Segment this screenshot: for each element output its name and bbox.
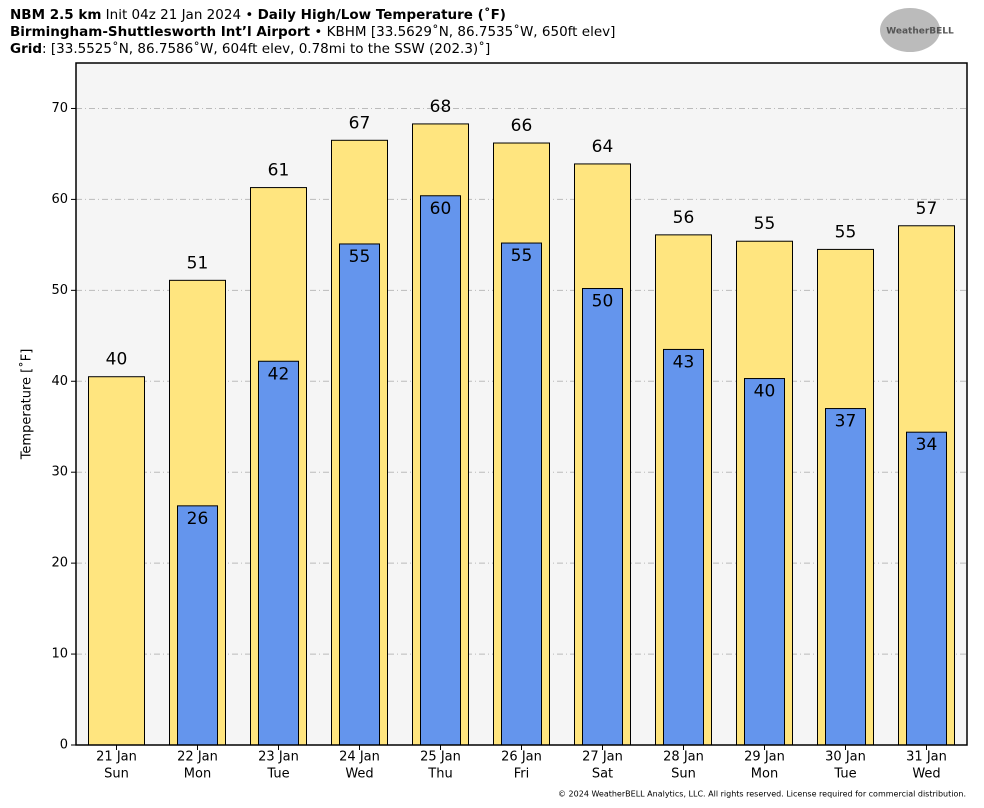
x-tick-label: 29 Jan [744, 750, 785, 765]
x-tick-label: 27 Jan [582, 750, 623, 765]
value-label: 40 [754, 382, 776, 402]
value-label: 26 [187, 509, 209, 529]
bar [177, 505, 218, 746]
x-tick-label: Tue [266, 767, 289, 782]
value-label: 55 [754, 214, 776, 234]
x-tick-label: 28 Jan [663, 750, 704, 765]
y-tick-label: 10 [51, 647, 68, 662]
y-tick-label: 30 [51, 465, 68, 480]
x-tick-label: Wed [345, 767, 373, 782]
y-axis-label: Temperature [˚F] [19, 349, 35, 461]
x-tick-label: 23 Jan [258, 750, 299, 765]
x-tick-label: Mon [184, 767, 211, 782]
y-tick-label: 60 [51, 192, 68, 207]
bar [744, 378, 785, 746]
value-label: 67 [349, 113, 371, 133]
bar [582, 288, 623, 746]
logo-text: WeatherBELL [886, 27, 954, 37]
y-tick-label: 50 [51, 283, 68, 298]
bar [339, 243, 380, 746]
bar [88, 376, 145, 746]
value-label: 42 [268, 364, 290, 384]
x-tick-label: 26 Jan [501, 750, 542, 765]
x-tick-label: 24 Jan [339, 750, 380, 765]
header-part: • KBHM [33.5629˚N, 86.7535˚W, 650ft elev… [310, 23, 615, 40]
header-line: Birmingham-Shuttlesworth Int’l Airport •… [10, 23, 615, 40]
value-label: 68 [430, 97, 452, 117]
x-tick-label: Thu [427, 767, 452, 782]
x-tick-label: 25 Jan [420, 750, 461, 765]
y-tick-label: 0 [60, 738, 68, 753]
x-tick-label: Sun [671, 767, 696, 782]
x-tick-label: 21 Jan [96, 750, 137, 765]
y-tick-label: 40 [51, 374, 68, 389]
bar [258, 360, 299, 746]
value-label: 50 [592, 292, 614, 312]
y-tick-label: 20 [51, 556, 68, 571]
value-label: 64 [592, 137, 614, 157]
logo-globe [880, 8, 940, 52]
x-tick-label: Wed [912, 767, 940, 782]
value-label: 61 [268, 161, 290, 181]
value-label: 57 [916, 199, 938, 219]
header-part: Grid [10, 41, 42, 57]
plot-frame [75, 62, 968, 746]
value-label: 37 [835, 412, 857, 432]
x-tick-label: 31 Jan [906, 750, 947, 765]
value-label: 34 [916, 435, 938, 455]
bar [825, 408, 866, 746]
x-tick-label: 30 Jan [825, 750, 866, 765]
bar [906, 431, 947, 746]
x-tick-label: Fri [514, 767, 530, 782]
header-part: Init 04z 21 Jan 2024 • [101, 7, 257, 23]
bar [501, 242, 542, 746]
header-part: : [33.5525˚N, 86.7586˚W, 604ft elev, 0.7… [42, 40, 490, 57]
x-tick-label: Sat [592, 767, 613, 782]
x-tick-label: Mon [751, 767, 778, 782]
header-line: NBM 2.5 km Init 04z 21 Jan 2024 • Daily … [10, 6, 506, 23]
x-tick-label: Sun [104, 767, 129, 782]
value-label: 56 [673, 208, 695, 228]
footnote: © 2024 WeatherBELL Analytics, LLC. All r… [558, 790, 966, 799]
header-line: Grid: [33.5525˚N, 86.7586˚W, 604ft elev,… [10, 40, 490, 57]
value-label: 40 [106, 350, 128, 370]
header-part: Birmingham-Shuttlesworth Int’l Airport [10, 24, 311, 40]
value-label: 51 [187, 253, 209, 273]
value-label: 66 [511, 116, 533, 136]
value-label: 60 [430, 199, 452, 219]
bar [420, 195, 461, 746]
x-tick-label: 22 Jan [177, 750, 218, 765]
logo: WeatherBELL [880, 8, 954, 52]
header-part: Daily High/Low Temperature (˚F) [258, 6, 506, 23]
value-label: 55 [835, 222, 857, 242]
value-label: 55 [511, 246, 533, 266]
x-tick-label: Tue [833, 767, 856, 782]
value-label: 43 [673, 352, 695, 372]
value-label: 55 [349, 247, 371, 267]
bar [663, 348, 704, 746]
header-part: NBM 2.5 km [10, 7, 101, 23]
y-tick-label: 70 [51, 101, 68, 116]
